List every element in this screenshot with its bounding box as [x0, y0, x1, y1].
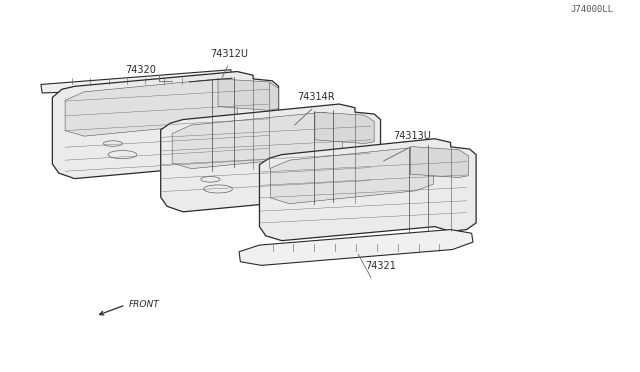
Text: 74314R: 74314R [297, 92, 334, 102]
Text: FRONT: FRONT [129, 300, 159, 309]
Polygon shape [218, 79, 278, 110]
Polygon shape [410, 147, 468, 177]
Text: 74321: 74321 [365, 261, 396, 271]
Polygon shape [161, 104, 381, 212]
Text: 74313U: 74313U [394, 131, 431, 141]
Text: 74320: 74320 [125, 65, 156, 75]
Polygon shape [315, 112, 374, 144]
Polygon shape [41, 70, 232, 93]
Polygon shape [270, 147, 433, 204]
Polygon shape [259, 139, 476, 241]
Polygon shape [52, 71, 278, 179]
Polygon shape [172, 112, 342, 169]
Text: 74312U: 74312U [211, 49, 248, 59]
Text: J74000LL: J74000LL [570, 5, 613, 14]
Polygon shape [239, 230, 473, 265]
Polygon shape [65, 79, 237, 136]
